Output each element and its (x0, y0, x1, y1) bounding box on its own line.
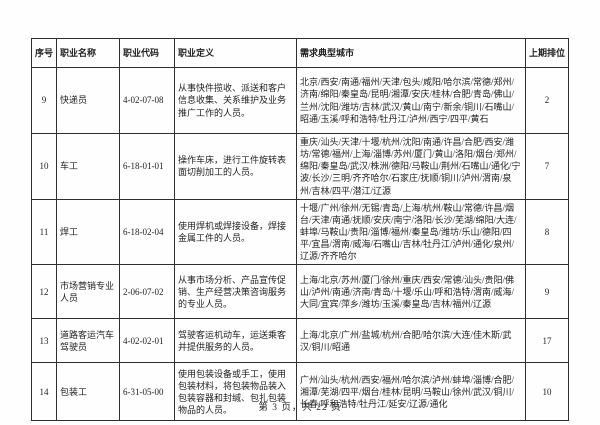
occupations-table: 序号 职业名称 职业代码 职业定义 需求典型城市 上期排位 9 快递员 4-02… (31, 38, 569, 422)
table-header-row: 序号 职业名称 职业代码 职业定义 需求典型城市 上期排位 (31, 38, 569, 68)
cell-cities: 广州/汕头/杭州/西安/福州/哈尔滨/泸州/蚌埠/淄博/合肥/湘潭/芜湖/四平/… (296, 362, 526, 422)
cell-cities: 十堰/广州/徐州/无锡/青岛/上海/杭州/鞍山/常德/许昌/烟台/天津/南通/抚… (296, 198, 526, 266)
cell-definition: 从事市场分析、产品宣传促销、生产经营决策咨询服务的专业人员。 (174, 264, 297, 320)
cell-rank: 17 (525, 318, 569, 364)
header-cities: 需求典型城市 (296, 38, 526, 68)
cell-no: 9 (31, 67, 57, 134)
cell-no: 10 (31, 133, 57, 200)
cell-code: 4-02-07-08 (119, 67, 175, 134)
cell-cities: 重庆/汕头/天津/十堰/杭州/沈阳/南通/许昌/合肥/西安/潍坊/常德/福州/上… (296, 133, 526, 200)
table-row: 9 快递员 4-02-07-08 从事快件揽收、派送和客户信息收集、关系维护及业… (31, 67, 569, 134)
table-row: 14 包装工 6-31-05-00 使用包装设备或手工，使用包装材料，将包装物品… (31, 362, 569, 422)
cell-code: 6-18-02-04 (119, 198, 175, 266)
table-row: 10 车工 6-18-01-01 操作车床，进行工件旋转表面切削加工的人员。 重… (31, 133, 569, 200)
cell-cities: 北京/西安/南通/福州/天津/包头/咸阳/哈尔滨/常德/郑州/济南/绵阳/秦皇岛… (296, 67, 526, 134)
cell-rank: 10 (525, 362, 569, 422)
cell-no: 13 (31, 318, 57, 364)
cell-code: 6-18-01-01 (119, 133, 175, 200)
cell-rank: 7 (525, 133, 569, 200)
cell-rank: 8 (525, 198, 569, 266)
header-definition: 职业定义 (174, 38, 297, 68)
cell-definition: 从事快件揽收、派送和客户信息收集、关系维护及业务推广工作的人员。 (174, 67, 297, 134)
table-row: 11 焊工 6-18-02-04 使用焊机或焊接设备，焊接金属工件的人员。 十堰… (31, 198, 569, 266)
cell-code: 6-31-05-00 (119, 362, 175, 422)
cell-cities: 上海/北京/广州/盐城/杭州/合肥/哈尔滨/大连/佳木斯/武汉/铜川/昭通 (296, 318, 526, 364)
header-no: 序号 (31, 38, 57, 68)
cell-name: 道路客运汽车驾驶员 (56, 318, 120, 364)
cell-definition: 使用包装设备或手工，使用包装材料，将包装物品装入包装容器和封缄、包扎包装物品的人… (174, 362, 297, 422)
table-body: 9 快递员 4-02-07-08 从事快件揽收、派送和客户信息收集、关系维护及业… (31, 67, 569, 422)
cell-code: 2-06-07-02 (119, 264, 175, 320)
header-code: 职业代码 (119, 38, 175, 68)
cell-name: 快递员 (56, 67, 120, 134)
table-row: 12 市场营销专业人员 2-06-07-02 从事市场分析、产品宣传促销、生产经… (31, 264, 569, 320)
cell-rank: 9 (525, 264, 569, 320)
cell-name: 车工 (56, 133, 120, 200)
cell-name: 焊工 (56, 198, 120, 266)
table-row: 13 道路客运汽车驾驶员 4-02-02-01 驾驶客运机动车，运送乘客并提供服… (31, 318, 569, 364)
cell-definition: 操作车床，进行工件旋转表面切削加工的人员。 (174, 133, 297, 200)
cell-no: 14 (31, 362, 57, 422)
cell-code: 4-02-02-01 (119, 318, 175, 364)
cell-cities: 上海/北京/苏州/厦门/徐州/重庆/西安/常德/汕头/贵阳/佛山/泸州/南通/济… (296, 264, 526, 320)
header-rank: 上期排位 (525, 38, 569, 68)
cell-definition: 使用焊机或焊接设备，焊接金属工件的人员。 (174, 198, 297, 266)
cell-definition: 驾驶客运机动车，运送乘客并提供服务的人员。 (174, 318, 297, 364)
header-name: 职业名称 (56, 38, 120, 68)
cell-no: 12 (31, 264, 57, 320)
page-footer: 第 3 页，共 22 页 (258, 403, 342, 413)
cell-rank: 2 (525, 67, 569, 134)
cell-name: 市场营销专业人员 (56, 264, 120, 320)
cell-no: 11 (31, 198, 57, 266)
